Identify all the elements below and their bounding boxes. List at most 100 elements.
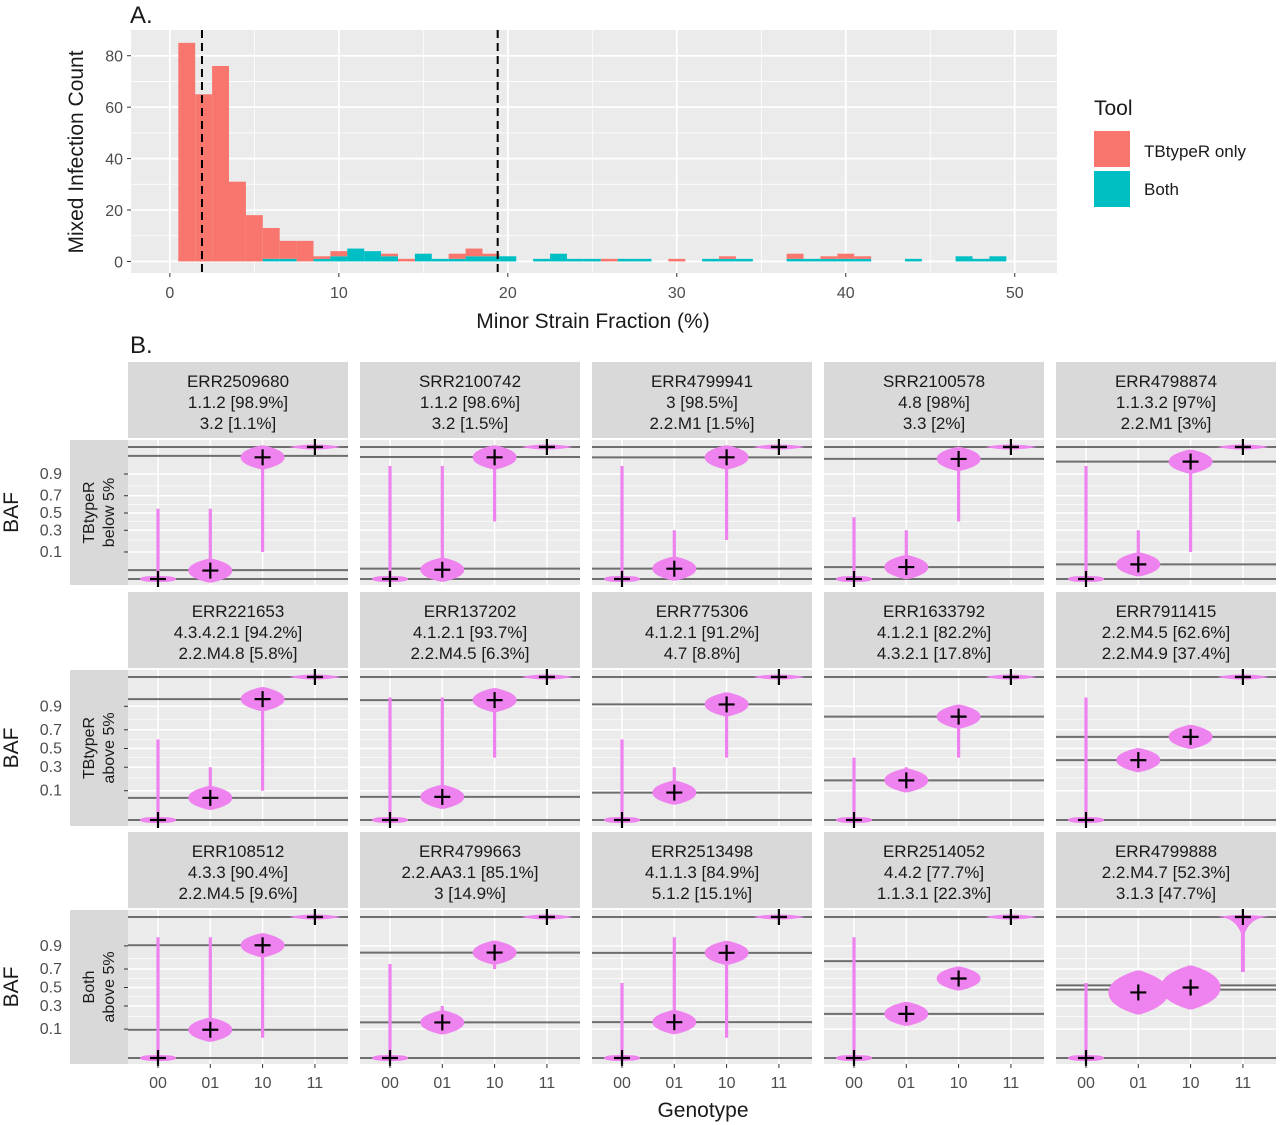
facet-strip	[128, 592, 348, 668]
row-strip	[70, 910, 128, 1064]
facet-minor-strain: 3.1.3 [47.7%]	[1116, 884, 1216, 903]
facet-minor-strain: 2.2.M4.5 [9.6%]	[178, 884, 297, 903]
histogram-bar-both	[465, 256, 483, 262]
histogram-bar-tbtyper-only	[381, 253, 398, 257]
facet-major-strain: 4.8 [98%]	[898, 393, 970, 412]
facet-minor-strain: 4.3.2.1 [17.8%]	[877, 644, 991, 663]
histogram-bar-tbtyper-only	[245, 215, 263, 262]
facet-panel: SRR2100742 1.1.2 [98.6%] 3.2 [1.5%]	[360, 362, 580, 587]
histogram-bar-both	[617, 258, 635, 262]
facet-strip	[360, 592, 580, 668]
violin-genotype-00	[836, 517, 872, 582]
facet-panel: SRR2100578 4.8 [98%] 3.3 [2%]	[824, 362, 1044, 587]
panel-a-x-tick-label: 30	[668, 285, 686, 302]
histogram-bar-tbtyper-only	[330, 251, 348, 257]
histogram-bar-both	[803, 258, 821, 262]
histogram-bar-both	[431, 258, 449, 262]
panel-b-x-tick-label: 10	[486, 1075, 504, 1092]
violin-genotype-01	[652, 530, 697, 581]
facet-major-strain: 4.3.3 [90.4%]	[188, 863, 288, 882]
facet-strip	[128, 832, 348, 908]
legend-key-both	[1094, 171, 1130, 207]
violin-genotype-00	[604, 739, 640, 823]
facet-panel: ERR4799663 2.2.AA3.1 [85.1%] 3 [14.9%]	[360, 832, 580, 1066]
facet-strip	[592, 832, 812, 908]
violin-genotype-01	[420, 465, 465, 582]
violin-genotype-10	[936, 446, 981, 522]
violin-genotype-10	[936, 704, 981, 758]
facet-panel: ERR7911415 2.2.M4.5 [62.6%] 2.2.M4.9 [37.4…	[1056, 592, 1276, 828]
facet-minor-strain: 1.1.3.1 [22.3%]	[877, 884, 991, 903]
panel-b-facets: ERR2509680 1.1.2 [98.9%] 3.2 [1.1%] SRR2100…	[128, 362, 1276, 1066]
facet-strip	[824, 832, 1044, 908]
row-strip-label: Both	[81, 971, 98, 1004]
panel-a-y-tick-label: 20	[105, 203, 123, 220]
legend-label-both: Both	[1144, 180, 1179, 199]
row-strip-label: above 5%	[101, 712, 118, 783]
facet-major-strain: 2.2.M4.7 [52.3%]	[1102, 863, 1231, 882]
violin-genotype-00	[604, 983, 640, 1061]
row-strip	[70, 440, 128, 585]
panel-a-y-tick-label: 0	[114, 254, 123, 271]
histogram-bar-both	[786, 258, 804, 262]
facet-minor-strain: 2.2.M1 [3%]	[1121, 414, 1212, 433]
panel-a-y-tick-label: 80	[105, 49, 123, 66]
facet-sample-id: ERR2514052	[883, 842, 985, 861]
facet-sample-id: SRR2100742	[419, 372, 521, 391]
panel-b-y-tick-label: 0.3	[40, 759, 62, 776]
violin-genotype-00	[372, 964, 408, 1061]
histogram-bar-both	[381, 256, 398, 262]
facet-sample-id: ERR2509680	[187, 372, 289, 391]
histogram-bar-both	[634, 258, 652, 262]
histogram-bar-both	[533, 258, 551, 262]
histogram-bar-both	[837, 258, 855, 262]
row-strip-label: below 5%	[101, 478, 118, 547]
facet-minor-strain: 3.2 [1.1%]	[200, 414, 277, 433]
violin-genotype-00	[836, 937, 872, 1061]
facet-sample-id: ERR221653	[192, 602, 285, 621]
legend: Tool TBtypeR only Both	[1094, 97, 1247, 207]
facet-strip	[824, 362, 1044, 438]
histogram-bar-tbtyper-only	[262, 228, 280, 259]
panel-a-bars	[178, 42, 1007, 262]
row-strip-label: TBtypeR	[81, 717, 98, 779]
histogram-bar-tbtyper-only	[820, 256, 838, 259]
violin-genotype-10	[1168, 449, 1213, 552]
violin-genotype-10	[704, 692, 749, 758]
facet-strip	[128, 362, 348, 438]
facet-major-strain: 4.1.1.3 [84.9%]	[645, 863, 759, 882]
panel-a-x-tick-label: 50	[1006, 285, 1024, 302]
panel-b-y-tick-label: 0.9	[40, 698, 62, 715]
histogram-bar-tbtyper-only	[313, 256, 331, 259]
facet-panel: ERR108512 4.3.3 [90.4%] 2.2.M4.5 [9.6%]	[128, 832, 348, 1066]
histogram-bar-tbtyper-only	[296, 240, 314, 262]
facet-sample-id: ERR2513498	[651, 842, 753, 861]
histogram-bar-both	[499, 256, 517, 262]
panel-b-x-tick-label: 10	[718, 1075, 736, 1092]
facet-sample-id: ERR4798874	[1115, 372, 1217, 391]
facet-panel: ERR137202 4.1.2.1 [93.7%] 2.2.M4.5 [6.3%]	[360, 592, 580, 828]
facet-minor-strain: 5.1.2 [15.1%]	[652, 884, 752, 903]
histogram-bar-tbtyper-only	[178, 42, 196, 262]
panel-b-y-axis-title: BAF	[0, 967, 23, 1008]
violin-genotype-00	[140, 739, 176, 823]
histogram-bar-both	[972, 258, 990, 262]
histogram-bar-both	[482, 256, 500, 262]
legend-title: Tool	[1094, 97, 1133, 120]
histogram-bar-tbtyper-only	[212, 66, 230, 262]
facet-minor-strain: 3.2 [1.5%]	[432, 414, 509, 433]
facet-minor-strain: 2.2.M1 [1.5%]	[650, 414, 755, 433]
facet-panel: ERR775306 4.1.2.1 [91.2%] 4.7 [8.8%]	[592, 592, 812, 828]
violin-genotype-01	[188, 937, 233, 1042]
panel-b-y-tick-label: 0.7	[40, 961, 62, 978]
violin-genotype-00	[604, 465, 640, 582]
panel-b-x-tick-label: 10	[950, 1075, 968, 1092]
panel-b-y-axis-title: BAF	[0, 728, 23, 769]
violin-genotype-00	[836, 757, 872, 823]
panel-b-x-tick-label: 01	[433, 1075, 451, 1092]
histogram-bar-tbtyper-only	[837, 253, 855, 259]
panel-b-x-tick-label: 00	[845, 1075, 863, 1092]
violin-genotype-00	[140, 508, 176, 582]
panel-b-y-tick-label: 0.3	[40, 522, 62, 539]
